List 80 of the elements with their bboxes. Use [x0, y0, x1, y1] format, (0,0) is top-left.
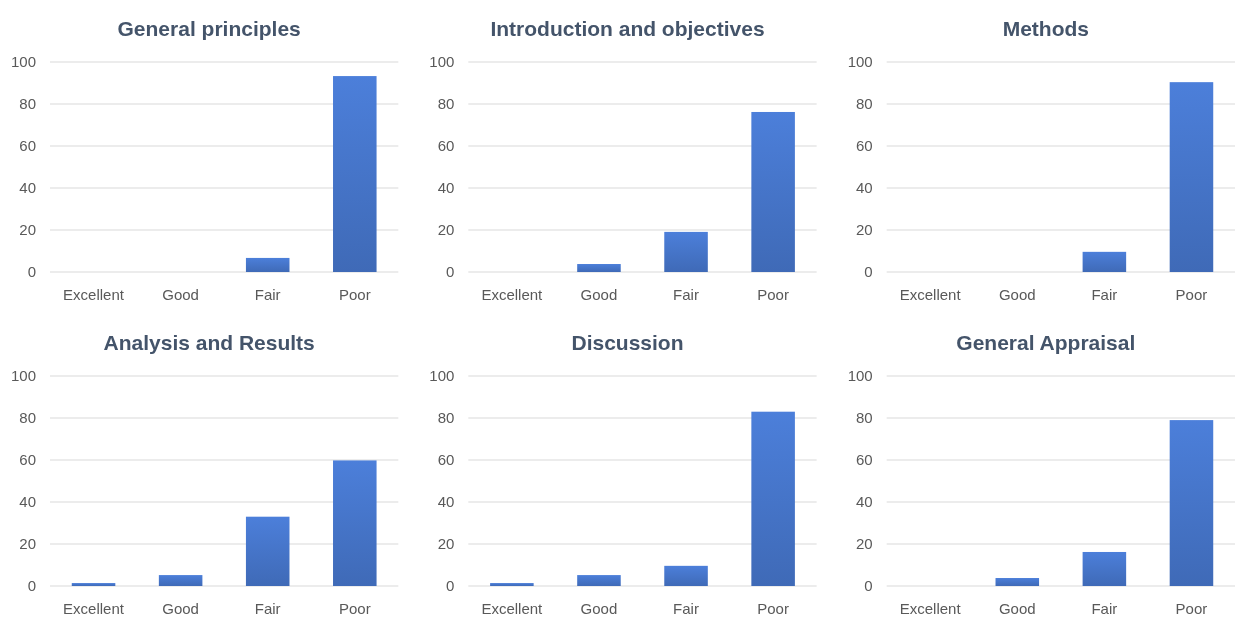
chart-title: General principles	[117, 17, 301, 40]
x-tick-label: Poor	[338, 286, 371, 303]
x-tick-label: Good	[998, 286, 1036, 303]
y-tick-label: 80	[19, 409, 36, 427]
chart-title: Analysis and Results	[103, 331, 315, 354]
x-tick-label: Excellent	[481, 286, 544, 303]
y-tick-label: 60	[19, 451, 36, 469]
x-tick-label: Fair	[673, 286, 699, 303]
x-tick-label: Fair	[254, 600, 281, 617]
y-tick-label: 60	[437, 451, 455, 469]
y-tick-label: 80	[855, 95, 873, 113]
bar	[577, 264, 621, 272]
y-tick-label: 0	[445, 577, 455, 595]
bar	[490, 583, 534, 586]
bar	[1082, 551, 1127, 586]
x-tick-label: Fair	[1091, 600, 1118, 617]
bar	[577, 575, 621, 586]
y-tick-label: 40	[437, 179, 455, 197]
x-tick-label: Excellent	[899, 600, 962, 617]
x-tick-label: Good	[162, 600, 199, 617]
chart-title: General Appraisal	[956, 331, 1136, 354]
y-tick-label: 0	[27, 263, 36, 281]
bar	[245, 516, 290, 586]
x-tick-label: Excellent	[899, 286, 962, 303]
y-tick-label: 100	[429, 367, 455, 385]
bar	[995, 578, 1040, 586]
y-tick-label: 20	[19, 221, 36, 239]
y-tick-label: 40	[19, 493, 36, 511]
bar	[751, 411, 795, 586]
x-tick-label: Poor	[757, 286, 789, 303]
chart-title: Introduction and objectives	[490, 17, 765, 40]
y-tick-label: 100	[847, 53, 873, 71]
x-tick-label: Fair	[254, 286, 281, 303]
x-tick-label: Good	[998, 600, 1036, 617]
y-tick-label: 0	[27, 577, 36, 595]
x-tick-label: Poor	[1175, 286, 1208, 303]
chart-title: Methods	[1002, 17, 1089, 40]
y-tick-label: 80	[437, 95, 455, 113]
y-tick-label: 60	[19, 137, 36, 155]
y-tick-label: 20	[855, 535, 873, 553]
bar	[664, 565, 708, 586]
y-tick-label: 20	[437, 535, 455, 553]
bar	[71, 583, 116, 586]
y-tick-label: 100	[10, 53, 36, 71]
x-tick-label: Poor	[757, 600, 789, 617]
x-tick-label: Poor	[338, 600, 371, 617]
x-tick-label: Good	[580, 286, 618, 303]
y-tick-label: 80	[437, 409, 455, 427]
y-tick-label: 60	[855, 137, 873, 155]
y-tick-label: 100	[10, 367, 36, 385]
y-tick-label: 20	[855, 221, 873, 239]
x-tick-label: Fair	[673, 600, 699, 617]
y-tick-label: 40	[19, 179, 36, 197]
y-tick-label: 40	[855, 179, 873, 197]
y-tick-label: 60	[437, 137, 455, 155]
y-tick-label: 100	[847, 367, 873, 385]
y-tick-label: 80	[855, 409, 873, 427]
x-tick-label: Good	[580, 600, 618, 617]
bar	[1169, 420, 1214, 586]
bar	[664, 231, 708, 272]
y-tick-label: 0	[864, 577, 873, 595]
y-tick-label: 0	[864, 263, 873, 281]
bar	[158, 575, 203, 586]
x-tick-label: Fair	[1091, 286, 1118, 303]
y-tick-label: 80	[19, 95, 36, 113]
x-tick-label: Excellent	[481, 600, 544, 617]
y-tick-label: 20	[437, 221, 455, 239]
y-tick-label: 20	[19, 535, 36, 553]
x-tick-label: Good	[162, 286, 199, 303]
y-tick-label: 40	[437, 493, 455, 511]
y-tick-label: 60	[855, 451, 873, 469]
bar	[751, 111, 795, 272]
y-tick-label: 100	[429, 53, 455, 71]
x-tick-label: Excellent	[63, 286, 125, 303]
x-tick-label: Poor	[1175, 600, 1208, 617]
chart-title: Discussion	[571, 331, 684, 354]
y-tick-label: 0	[445, 263, 455, 281]
y-tick-label: 40	[855, 493, 873, 511]
x-tick-label: Excellent	[63, 600, 125, 617]
bar	[333, 460, 377, 586]
